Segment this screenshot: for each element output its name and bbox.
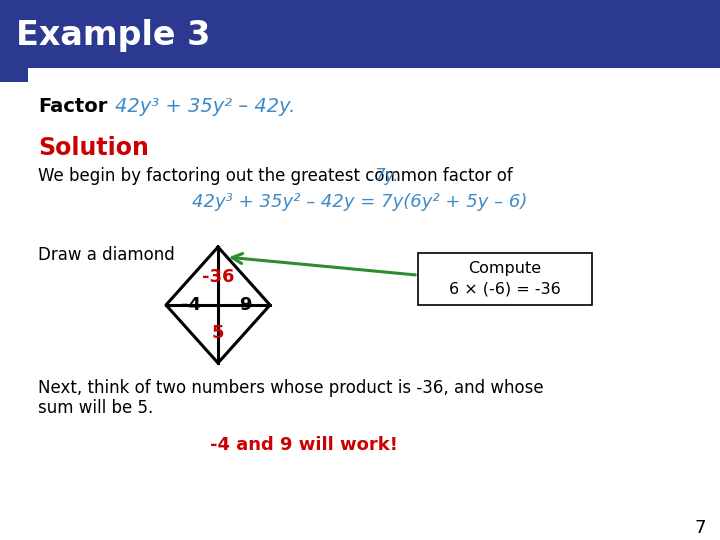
Text: sum will be 5.: sum will be 5. (38, 399, 153, 417)
Text: 7: 7 (694, 519, 706, 537)
Text: Solution: Solution (38, 136, 149, 160)
Text: Draw a diamond: Draw a diamond (38, 246, 175, 264)
Text: Factor: Factor (38, 98, 107, 117)
Text: 42y³ + 35y² – 42y = 7y(6y² + 5y – 6): 42y³ + 35y² – 42y = 7y(6y² + 5y – 6) (192, 193, 528, 211)
FancyBboxPatch shape (418, 253, 592, 305)
Text: We begin by factoring out the greatest common factor of: We begin by factoring out the greatest c… (38, 167, 518, 185)
Text: -4: -4 (181, 296, 201, 314)
Text: 5: 5 (212, 324, 224, 342)
Text: 7y.: 7y. (374, 167, 398, 185)
Text: -4 and 9 will work!: -4 and 9 will work! (210, 436, 398, 454)
Text: 42y³ + 35y² – 42y.: 42y³ + 35y² – 42y. (115, 98, 295, 117)
Text: Compute
6 × (-6) = -36: Compute 6 × (-6) = -36 (449, 261, 561, 297)
Text: -36: -36 (202, 268, 234, 286)
Text: Example 3: Example 3 (16, 19, 210, 52)
Bar (0, 0, 720, 68)
Text: 9: 9 (239, 296, 251, 314)
Bar (0, 68, 28, 82)
Text: Next, think of two numbers whose product is -36, and whose: Next, think of two numbers whose product… (38, 379, 544, 397)
